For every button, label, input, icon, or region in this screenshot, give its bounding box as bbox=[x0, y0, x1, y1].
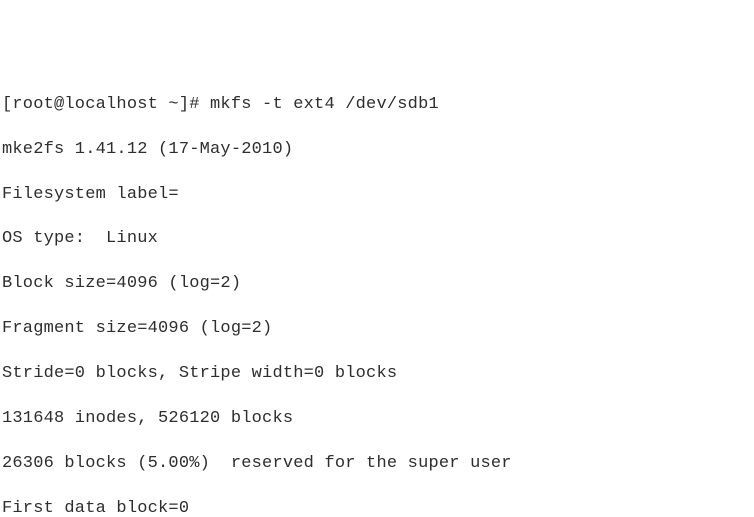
fs-label-line: Filesystem label= bbox=[2, 184, 752, 206]
os-type-line: OS type: Linux bbox=[2, 228, 752, 250]
reserved-blocks-line: 26306 blocks (5.00%) reserved for the su… bbox=[2, 453, 752, 475]
prompt-line: [root@localhost ~]# mkfs -t ext4 /dev/sd… bbox=[2, 94, 752, 116]
mke2fs-version-line: mke2fs 1.41.12 (17-May-2010) bbox=[2, 139, 752, 161]
first-data-block-line: First data block=0 bbox=[2, 498, 752, 517]
block-size-line: Block size=4096 (log=2) bbox=[2, 273, 752, 295]
stride-line: Stride=0 blocks, Stripe width=0 blocks bbox=[2, 363, 752, 385]
fragment-size-line: Fragment size=4096 (log=2) bbox=[2, 318, 752, 340]
inodes-blocks-line: 131648 inodes, 526120 blocks bbox=[2, 408, 752, 430]
